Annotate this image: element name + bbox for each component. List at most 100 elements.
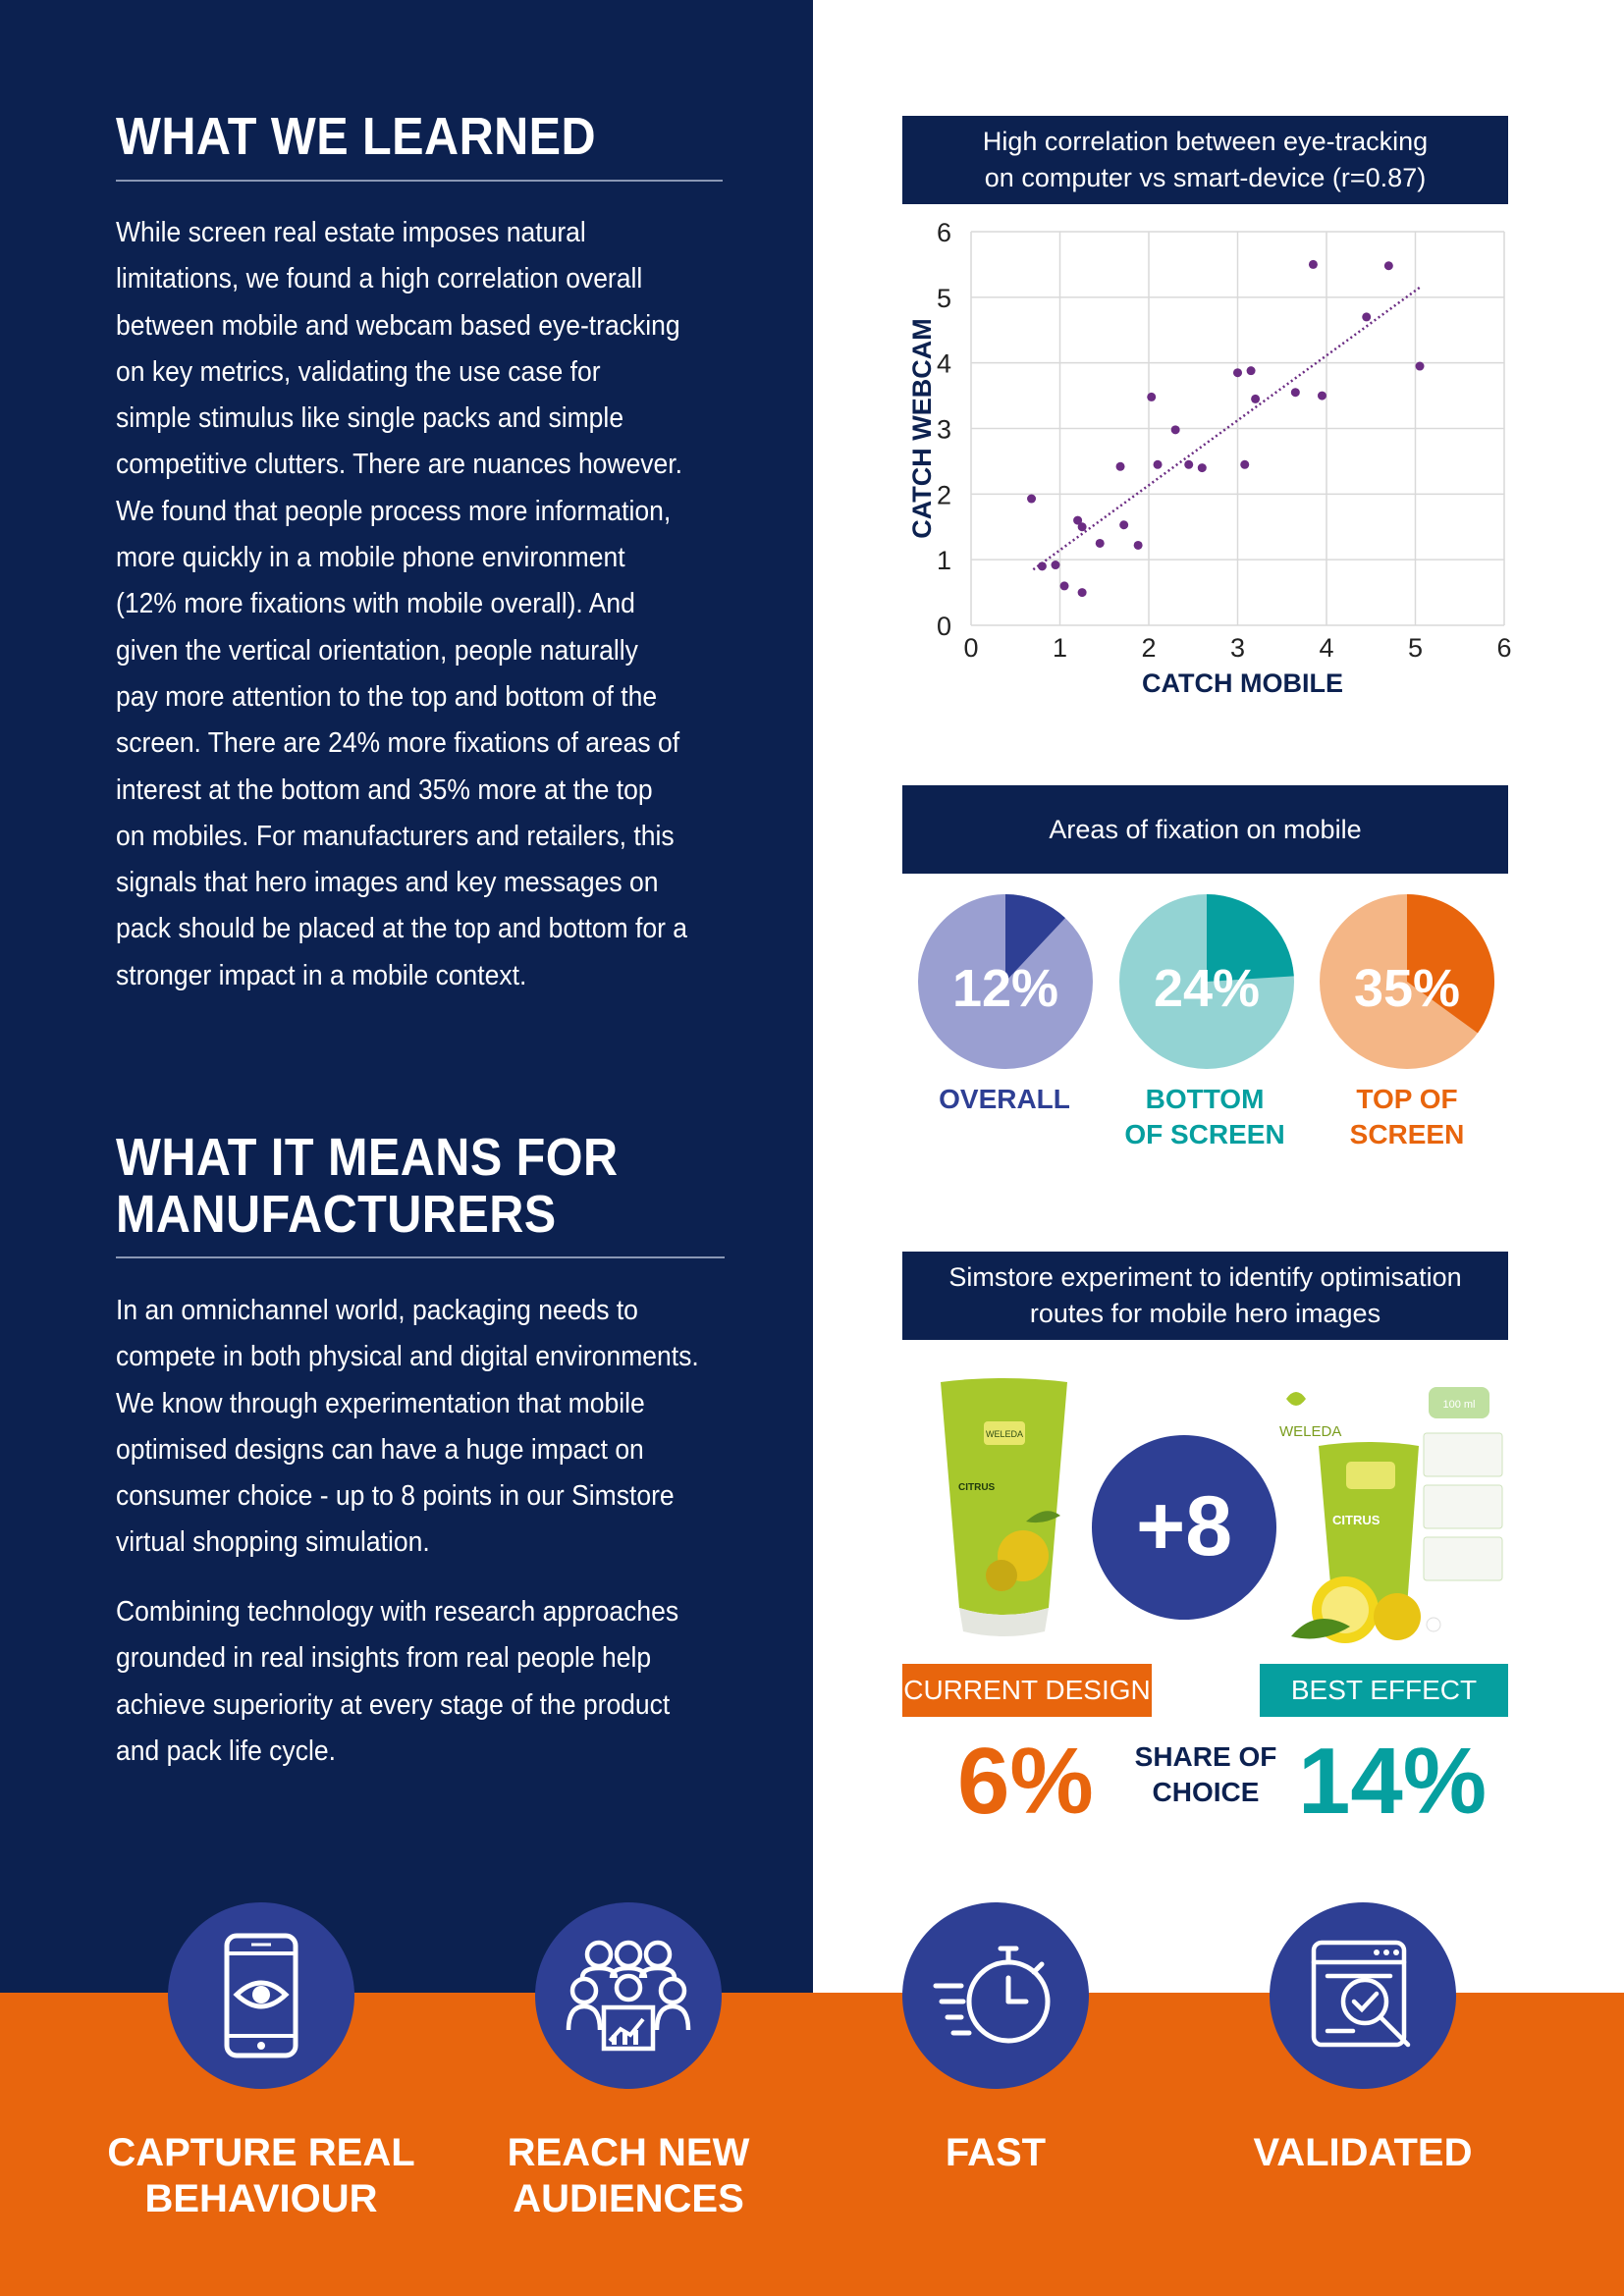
learned-line: on key metrics, validating the use case … xyxy=(116,355,601,388)
scatter-point xyxy=(1246,366,1256,376)
y-axis-label: CATCH WEBCAM xyxy=(907,318,937,538)
x-tick-label: 1 xyxy=(1053,633,1067,663)
pie-slice-value xyxy=(1407,894,1494,1034)
manufacturers-line: achieve superiority at every stage of th… xyxy=(116,1688,671,1721)
pie-caption-line: SCREEN xyxy=(1349,1119,1465,1149)
feature-reach-circle xyxy=(535,1902,722,2089)
best-effect-product-image: WELEDA 100 ml CITRUS xyxy=(1279,1387,1503,1643)
scatter-point xyxy=(1119,520,1129,530)
feature-label-line: REACH NEW xyxy=(507,2131,750,2174)
manufacturers-heading-line: MANUFACTURERS xyxy=(116,1185,557,1244)
feature-label-line: FAST xyxy=(945,2131,1047,2174)
share-of-choice-label: SHARE OF CHOICE xyxy=(1127,1739,1284,1810)
correlation-title-line: on computer vs smart-device (r=0.87) xyxy=(984,163,1427,192)
learned-divider xyxy=(116,180,723,182)
learned-line: We found that people process more inform… xyxy=(116,495,672,527)
manufacturers-line: optimised designs can have a huge impact… xyxy=(116,1433,644,1466)
feature-label-line: BEHAVIOUR xyxy=(144,2177,378,2220)
best-share-value: 14% xyxy=(1298,1729,1488,1834)
learned-line: more quickly in a mobile phone environme… xyxy=(116,542,625,574)
learned-line: While screen real estate imposes natural xyxy=(116,217,586,248)
best-product-text: CITRUS xyxy=(1332,1513,1380,1527)
manufacturers-para-1: In an omnichannel world, packaging needs… xyxy=(116,1288,700,1567)
y-tick-label: 4 xyxy=(937,349,951,379)
share-label-line: CHOICE xyxy=(1152,1777,1260,1807)
y-tick-label: 0 xyxy=(937,612,951,641)
learned-line: given the vertical orientation, people n… xyxy=(116,634,638,667)
x-tick-label: 6 xyxy=(1496,633,1511,663)
feature-validated-circle xyxy=(1270,1902,1456,2089)
scatter-point xyxy=(1170,425,1180,435)
pie-caption-overall: OVERALL xyxy=(887,1082,1122,1117)
learned-line: competitive clutters. There are nuances … xyxy=(116,449,683,481)
manufacturers-heading-line: WHAT IT MEANS FOR xyxy=(116,1128,619,1187)
pie-caption-line: TOP OF xyxy=(1356,1084,1458,1114)
learned-line: between mobile and webcam based eye-trac… xyxy=(116,309,680,342)
scatter-point xyxy=(1308,259,1318,269)
manufacturers-line: and pack life cycle. xyxy=(116,1735,336,1767)
scatter-point xyxy=(1362,312,1372,322)
manufacturers-line: Combining technology with research appro… xyxy=(116,1596,679,1628)
scatter-point xyxy=(1077,522,1087,532)
manufacturers-line: consumer choice - up to 8 points in our … xyxy=(116,1480,675,1513)
correlation-title: High correlation between eye-tracking on… xyxy=(902,116,1508,204)
manufacturers-divider xyxy=(116,1256,725,1258)
scatter-point xyxy=(1153,459,1163,469)
y-tick-label: 5 xyxy=(937,284,951,313)
fixation-title: Areas of fixation on mobile xyxy=(902,785,1508,874)
simstore-title-line: routes for mobile hero images xyxy=(1029,1299,1381,1328)
correlation-title-line: High correlation between eye-tracking xyxy=(982,127,1429,156)
y-tick-label: 6 xyxy=(937,218,951,247)
phone-eye-icon xyxy=(224,1933,298,2058)
learned-line: stronger impact in a mobile context. xyxy=(116,959,527,991)
scatter-point xyxy=(1415,361,1425,371)
pie-caption-line: OF SCREEN xyxy=(1124,1119,1285,1149)
manufacturers-line: grounded in real insights from real peop… xyxy=(116,1642,652,1675)
x-tick-label: 0 xyxy=(963,633,978,663)
current-design-product-image: WELEDA CITRUS xyxy=(941,1378,1067,1636)
scatter-point xyxy=(1197,463,1207,473)
scatter-point xyxy=(1383,261,1393,271)
scatter-point xyxy=(1317,391,1326,400)
learned-line: screen. There are 24% more fixations of … xyxy=(116,727,680,760)
scatter-point xyxy=(1027,494,1037,504)
correlation-scatter-chart: 0 1 2 3 4 5 6 0 1 2 3 4 5 6 CATCH MOBILE CATCH WEBCAM xyxy=(907,218,1512,698)
manufacturers-line: compete in both physical and digital env… xyxy=(116,1341,699,1373)
pie-slice-value xyxy=(1005,894,1065,982)
feature-fast-circle xyxy=(902,1902,1089,2089)
scatter-point xyxy=(1184,459,1194,469)
scatter-point xyxy=(1037,561,1047,571)
scatter-point xyxy=(1077,588,1087,598)
scatter-point xyxy=(1147,392,1157,401)
stopwatch-icon xyxy=(933,1946,1051,2044)
left-panel xyxy=(0,0,813,1993)
best-effect-tag: BEST EFFECT xyxy=(1260,1664,1508,1717)
feature-label-line: VALIDATED xyxy=(1253,2131,1473,2174)
scatter-point xyxy=(1059,581,1069,591)
learned-line: limitations, we found a high correlation… xyxy=(116,263,643,295)
feature-label-line: CAPTURE REAL xyxy=(107,2131,415,2174)
uplift-value: +8 xyxy=(1136,1479,1232,1574)
pie-caption-bottom: BOTTOM OF SCREEN xyxy=(1087,1082,1323,1152)
learned-line: simple stimulus like single packs and si… xyxy=(116,402,624,435)
pie-percent-label: 35% xyxy=(1354,959,1460,1018)
fixation-pie-charts: 12% 24% 35% xyxy=(918,894,1494,1069)
learned-line: pack should be placed at the top and bot… xyxy=(116,913,688,945)
feature-reach-label: REACH NEW AUDIENCES xyxy=(461,2130,795,2222)
manufacturers-heading: WHAT IT MEANS FOR MANUFACTURERS xyxy=(116,1129,664,1243)
learned-line: interest at the bottom and 35% more at t… xyxy=(116,774,653,806)
current-share-value: 6% xyxy=(957,1729,1094,1834)
learned-line: (12% more fixations with mobile overall)… xyxy=(116,588,635,620)
feature-validated-label: VALIDATED xyxy=(1196,2130,1530,2176)
manufacturers-para-2: Combining technology with research appro… xyxy=(116,1589,700,1775)
learned-heading: WHAT WE LEARNED xyxy=(116,107,597,166)
trendline xyxy=(1032,286,1421,571)
current-brand-text: WELEDA xyxy=(986,1429,1023,1439)
feature-fast-label: FAST xyxy=(829,2130,1163,2176)
manufacturers-line: In an omnichannel world, packaging needs… xyxy=(116,1295,638,1326)
pie-slice-value xyxy=(1207,894,1294,982)
y-tick-label: 1 xyxy=(937,546,951,575)
pie-caption-line: BOTTOM xyxy=(1145,1084,1265,1114)
scatter-point xyxy=(1051,561,1060,570)
simstore-title: Simstore experiment to identify optimisa… xyxy=(902,1252,1508,1340)
